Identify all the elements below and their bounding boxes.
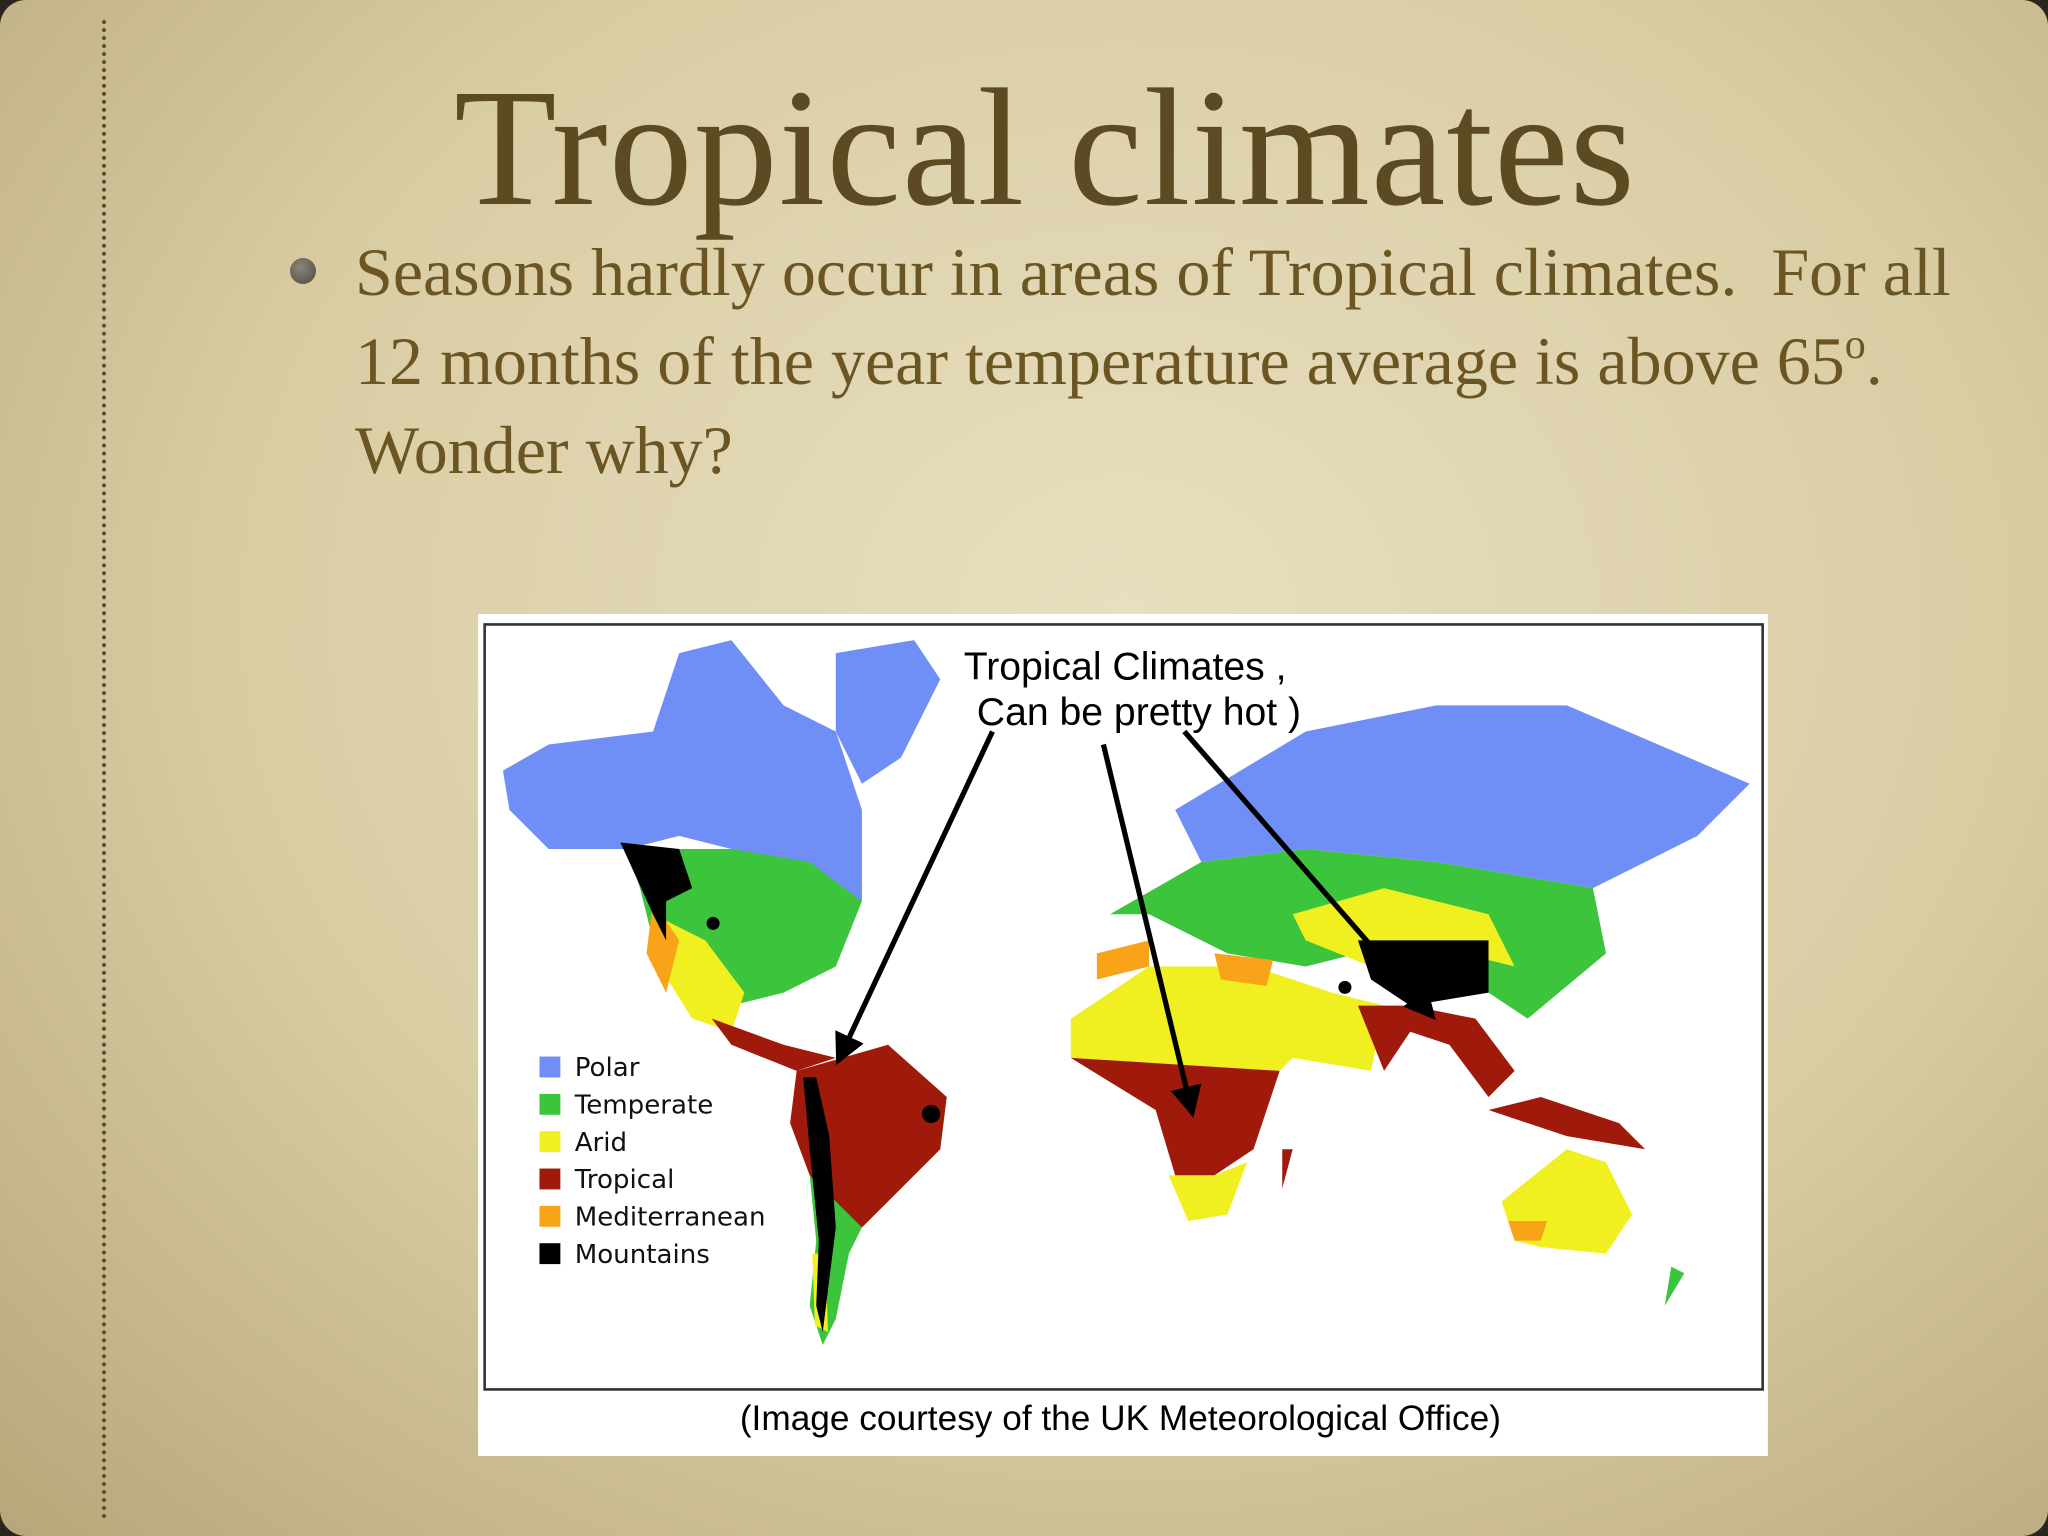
legend-label: Polar [575,1053,640,1083]
bullet-tail: . Wonder why? [355,323,1916,488]
bullet-dot [290,258,316,284]
legend: Polar Temperate Arid Tropical Mediterranean M… [539,1053,766,1270]
map-caption: (Image courtesy of the UK Meteorological… [740,1399,1501,1438]
legend-swatch [539,1205,561,1227]
continents [502,640,1750,1346]
legend-swatch [539,1093,561,1115]
legend-swatch [539,1056,561,1078]
map-annotation: Tropical Climates , [964,645,1287,688]
legend-label: Mountains [575,1240,710,1270]
legend-swatch [539,1243,561,1265]
legend-label: Arid [575,1128,627,1158]
legend-label: Temperate [574,1090,714,1120]
dotted-rule [102,20,106,1520]
legend-label: Tropical [574,1165,675,1195]
slide-title: Tropical climates [454,55,1636,241]
map-annotation: Can be pretty hot ) [977,691,1301,734]
bullet-text: Seasons hardly occur in areas of Tropica… [355,228,1975,495]
bullet-superscript: o [1844,322,1866,368]
arrows [835,729,1436,1118]
legend-label: Mediterranean [575,1202,766,1232]
climate-map: Tropical Climates , Can be pretty hot ) … [478,614,1768,1456]
bullet-main: Seasons hardly occur in areas of Tropica… [355,234,1968,399]
legend-swatch [539,1131,561,1153]
legend-swatch [539,1168,561,1190]
